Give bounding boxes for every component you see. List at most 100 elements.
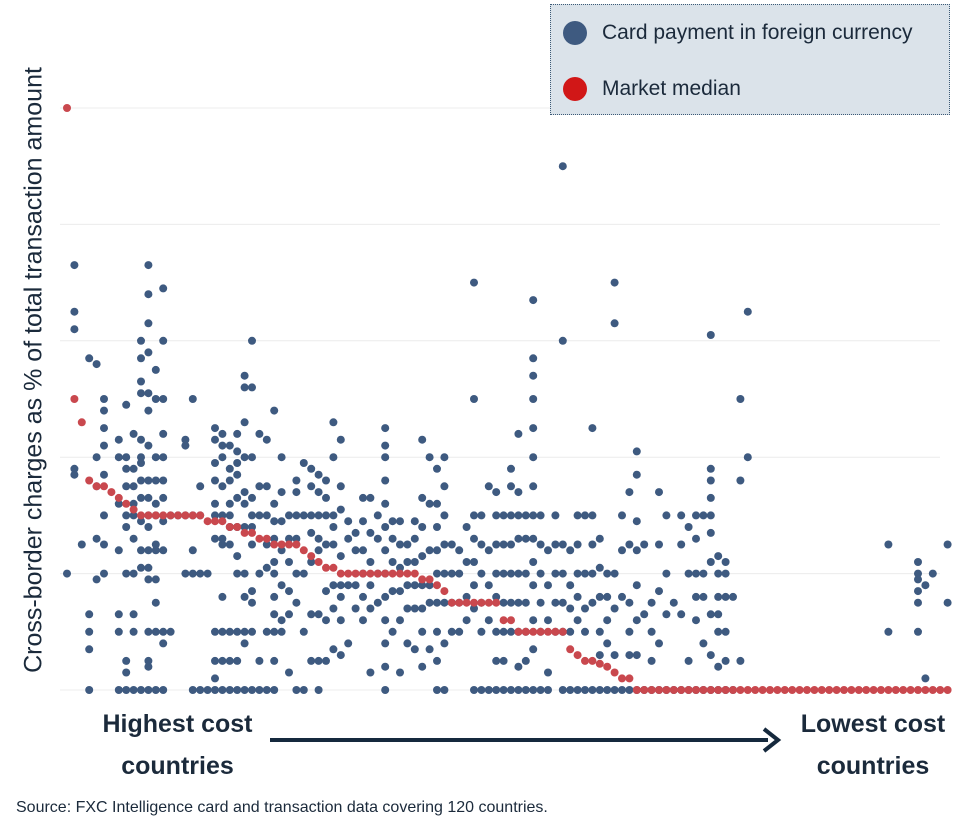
card-payment-point <box>396 563 404 572</box>
legend-item-median: Market median <box>563 77 741 101</box>
card-payment-point <box>677 511 686 520</box>
lowest-cost-line1: Lowest cost <box>800 710 946 738</box>
card-payment-point <box>285 534 293 543</box>
card-payment-point <box>270 517 279 526</box>
card-payment-point <box>351 528 360 537</box>
card-payment-point <box>159 546 168 555</box>
market-median-point <box>225 523 234 531</box>
card-payment-point <box>137 493 145 502</box>
market-median-point <box>899 686 908 694</box>
market-median-point <box>795 686 804 694</box>
card-payment-point <box>388 587 397 596</box>
card-payment-point <box>366 581 375 590</box>
card-payment-point <box>662 569 671 578</box>
market-median-point <box>647 686 656 694</box>
card-payment-point <box>225 464 234 473</box>
card-payment-point <box>396 540 404 549</box>
card-payment-point <box>240 569 249 578</box>
market-median-point <box>336 569 345 578</box>
card-payment-point <box>484 686 493 694</box>
card-payment-point <box>388 558 397 566</box>
card-payment-point <box>218 540 227 549</box>
card-payment-point <box>470 534 478 543</box>
market-median-point <box>817 686 826 694</box>
card-payment-point <box>307 610 316 619</box>
card-payment-point <box>85 627 94 636</box>
card-payment-point <box>595 534 604 543</box>
card-payment-point <box>595 686 604 694</box>
card-payment-point <box>144 476 153 485</box>
card-payment-point <box>558 540 567 549</box>
card-payment-point <box>721 627 730 636</box>
card-payment-point <box>381 499 390 508</box>
card-payment-point <box>255 569 264 578</box>
card-payment-point <box>100 511 108 520</box>
card-payment-point <box>188 569 197 578</box>
card-payment-point <box>144 662 153 671</box>
card-payment-point <box>558 686 567 694</box>
card-payment-point <box>225 627 234 636</box>
card-payment-point <box>248 587 256 596</box>
source-note: Source: FXC Intelligence card and transa… <box>16 799 548 816</box>
card-payment-point <box>499 511 508 520</box>
card-payment-point <box>462 523 471 531</box>
card-payment-point <box>692 592 700 601</box>
card-payment-point <box>144 686 153 694</box>
card-payment-point <box>248 523 256 531</box>
lowest-cost-line2: countries <box>816 752 930 780</box>
market-median-point <box>877 686 885 694</box>
card-payment-point <box>129 511 138 520</box>
market-median-point <box>107 488 116 497</box>
market-median-point <box>373 569 382 578</box>
market-median-point <box>699 686 708 694</box>
card-payment-point <box>529 453 538 462</box>
card-payment-point <box>100 395 108 403</box>
card-payment-point <box>462 558 471 566</box>
card-payment-point <box>233 569 242 578</box>
card-payment-point <box>595 627 604 636</box>
card-payment-point <box>248 540 256 549</box>
card-payment-point <box>655 587 663 596</box>
market-median-point <box>440 587 449 596</box>
card-payment-point <box>477 540 486 549</box>
card-payment-point <box>396 668 404 677</box>
card-payment-point <box>418 662 427 671</box>
market-median-point <box>270 540 279 549</box>
card-payment-point <box>588 569 597 578</box>
card-payment-point <box>677 610 686 619</box>
card-payment-point <box>248 627 256 636</box>
card-payment-point <box>122 569 131 578</box>
card-payment-point <box>159 395 168 403</box>
card-payment-point <box>329 453 338 462</box>
card-payment-point <box>92 534 101 543</box>
card-payment-point <box>144 319 153 328</box>
card-payment-point <box>544 616 552 625</box>
card-payment-point <box>381 592 390 601</box>
card-payment-point <box>440 639 449 648</box>
card-payment-point <box>529 645 538 654</box>
card-payment-point <box>218 429 227 438</box>
card-payment-point <box>270 592 279 601</box>
card-payment-point <box>403 540 412 549</box>
market-median-point <box>581 656 589 665</box>
card-payment-point <box>499 656 508 665</box>
card-payment-point <box>595 651 604 660</box>
card-payment-point <box>203 569 212 578</box>
card-payment-point <box>100 470 108 479</box>
market-median-point <box>492 598 501 607</box>
card-payment-point <box>484 482 493 491</box>
card-payment-point <box>159 627 168 636</box>
market-median-point <box>507 616 515 625</box>
card-payment-point <box>351 546 360 555</box>
card-payment-point <box>551 569 560 578</box>
card-payment-point <box>381 523 390 531</box>
card-payment-point <box>218 627 227 636</box>
card-payment-point <box>514 429 523 438</box>
card-payment-point <box>159 639 168 648</box>
market-median-point <box>840 686 848 694</box>
card-payment-point <box>581 511 589 520</box>
card-payment-point <box>70 470 79 479</box>
card-payment-point <box>359 616 367 625</box>
market-median-point <box>810 686 819 694</box>
